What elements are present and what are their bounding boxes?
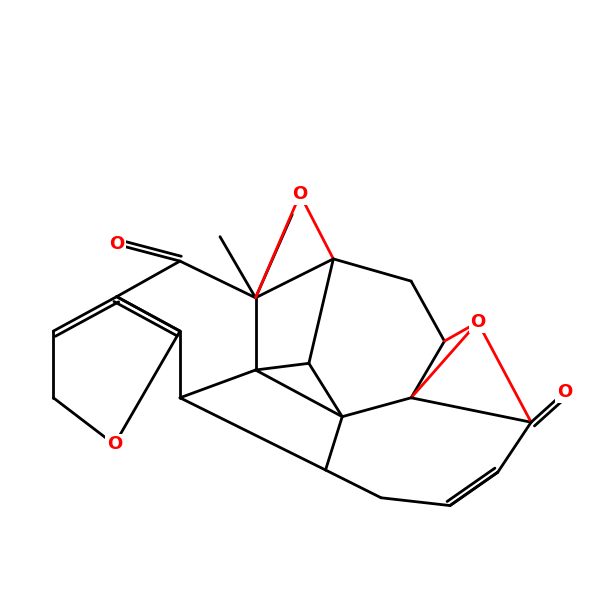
Text: O: O — [292, 185, 308, 203]
Text: O: O — [470, 313, 485, 331]
Text: O: O — [109, 235, 124, 253]
Text: O: O — [557, 383, 572, 401]
Text: O: O — [107, 436, 122, 454]
